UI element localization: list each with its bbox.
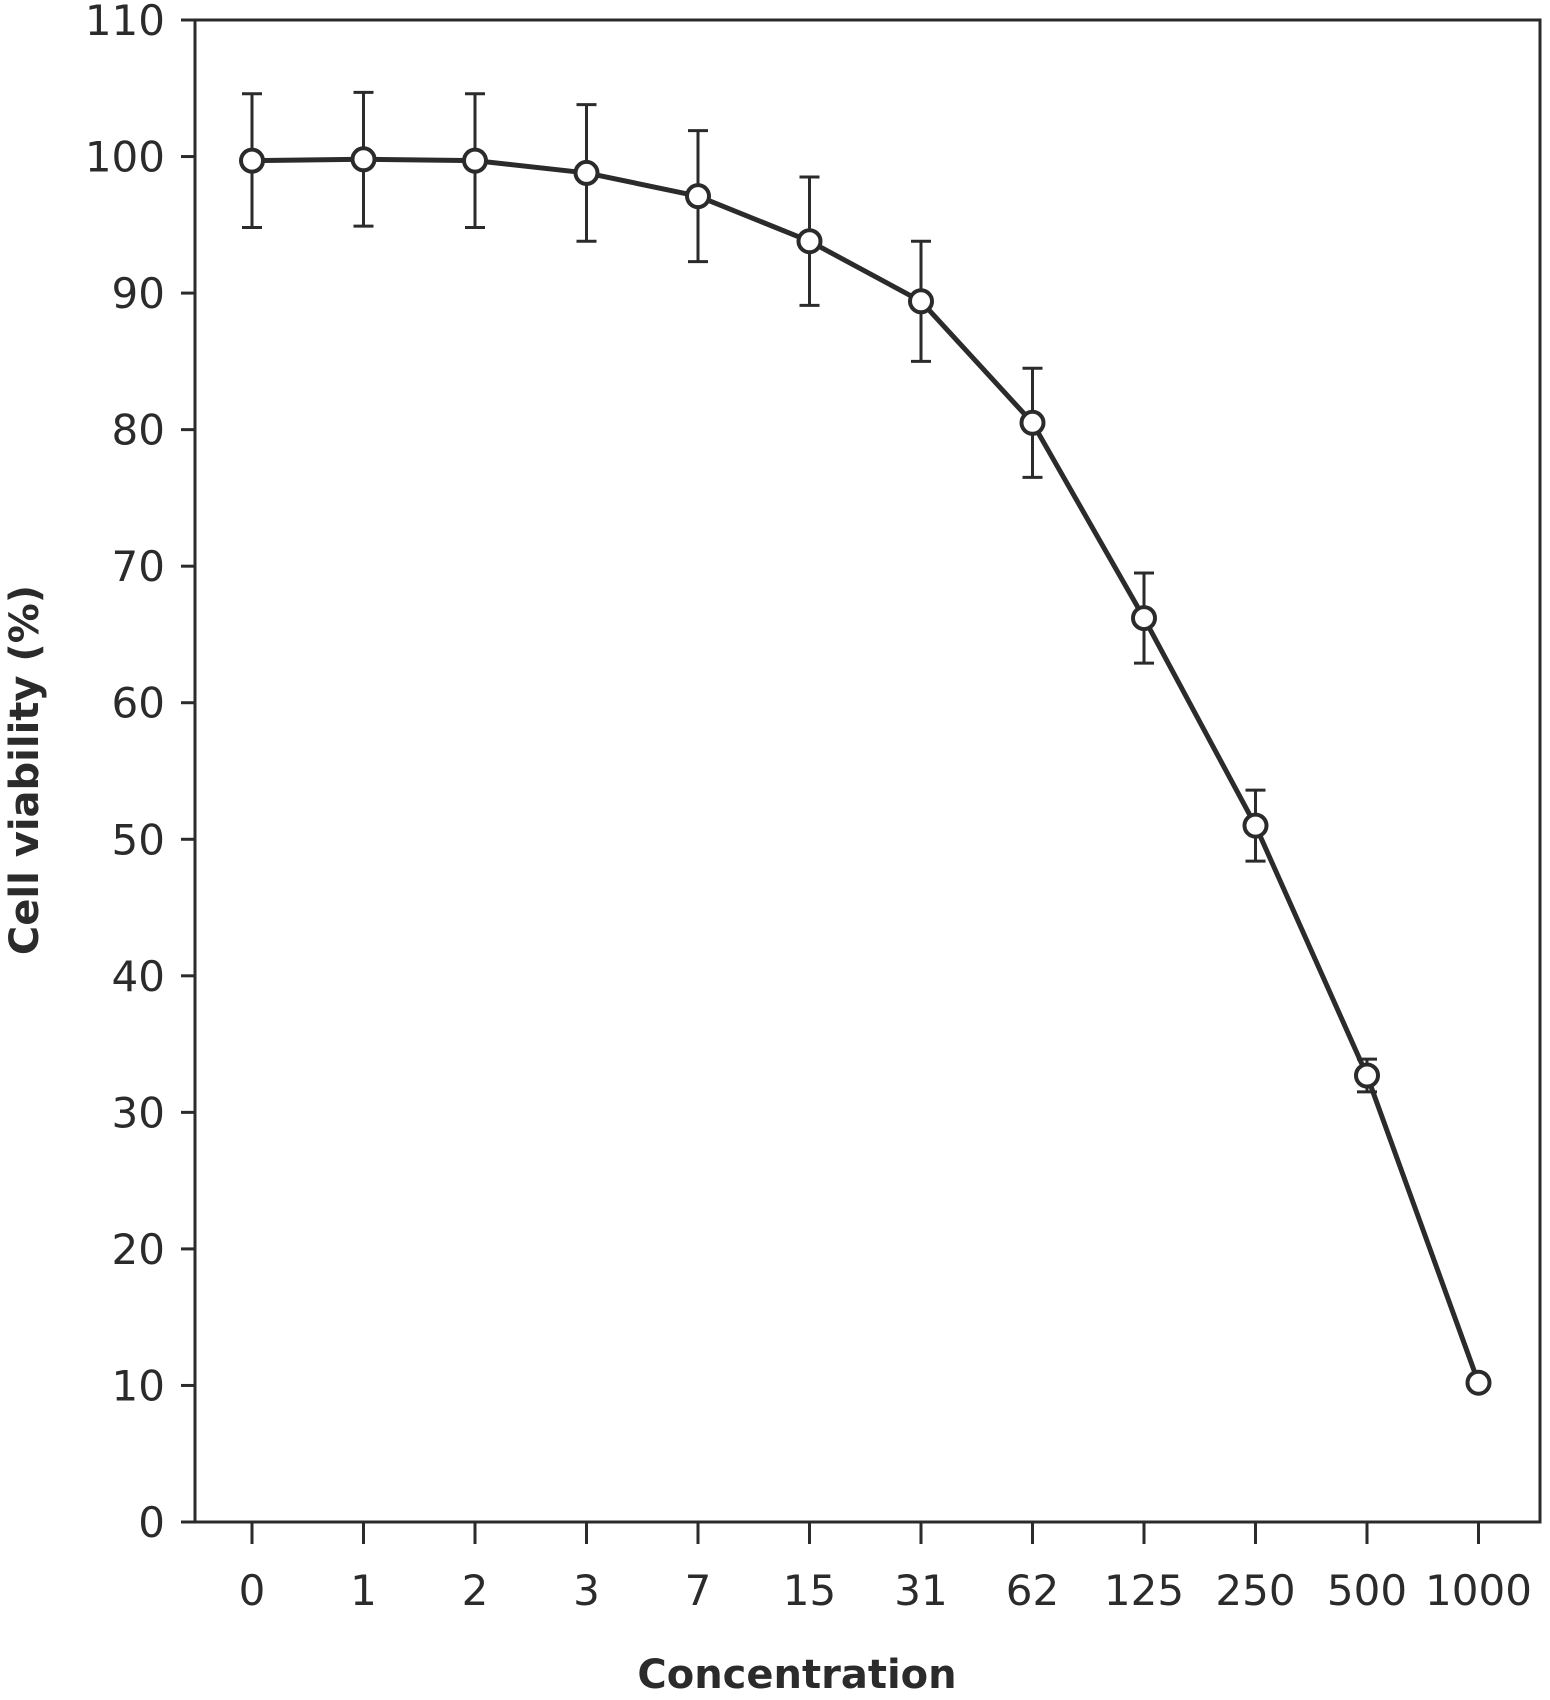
y-tick-label: 100 <box>85 133 165 182</box>
data-point <box>1242 812 1269 839</box>
x-tick-label: 125 <box>1104 1566 1184 1615</box>
y-tick-label: 90 <box>112 269 165 318</box>
data-point <box>908 288 934 315</box>
x-tick-label: 62 <box>1006 1566 1059 1615</box>
data-point <box>239 147 265 174</box>
x-tick-label: 3 <box>573 1566 600 1615</box>
data-point <box>573 159 600 186</box>
data-point <box>685 183 711 210</box>
x-axis: 0 1 2 3 7 15 31 62 125 250 500 1000 <box>239 1522 1532 1615</box>
x-tick-label: 1000 <box>1425 1566 1532 1615</box>
data-point <box>796 228 823 255</box>
y-tick-label: 20 <box>112 1225 165 1274</box>
y-tick-label: 30 <box>112 1088 165 1137</box>
x-tick-label: 1 <box>350 1566 377 1615</box>
y-tick-label: 40 <box>112 952 165 1001</box>
data-markers <box>239 146 1492 1396</box>
data-point <box>350 146 377 173</box>
x-tick-label: 2 <box>462 1566 489 1615</box>
y-tick-label: 80 <box>112 406 165 455</box>
x-tick-label: 31 <box>894 1566 947 1615</box>
x-tick-label: 15 <box>783 1566 836 1615</box>
y-tick-label: 70 <box>112 542 165 591</box>
data-point <box>1131 605 1157 632</box>
data-point <box>1465 1369 1492 1396</box>
x-axis-title: Concentration <box>637 1652 956 1695</box>
x-tick-label: 7 <box>685 1566 712 1615</box>
plot-frame <box>193 18 1542 1524</box>
x-tick-label: 500 <box>1327 1566 1407 1615</box>
y-tick-label: 60 <box>112 679 165 728</box>
y-tick-label: 0 <box>138 1498 165 1547</box>
y-tick-label: 10 <box>112 1361 165 1410</box>
data-point <box>1019 409 1046 436</box>
data-point <box>1354 1062 1380 1089</box>
y-axis-title: Cell viability (%) <box>2 585 48 955</box>
x-tick-label: 250 <box>1215 1566 1295 1615</box>
y-tick-label: 110 <box>85 0 165 45</box>
y-axis: 0 10 20 30 40 50 60 70 80 90 100 110 <box>85 0 195 1547</box>
x-tick-label: 0 <box>239 1566 266 1615</box>
series-line <box>251 156 1481 1384</box>
data-point <box>462 147 488 174</box>
y-tick-label: 50 <box>112 815 165 864</box>
